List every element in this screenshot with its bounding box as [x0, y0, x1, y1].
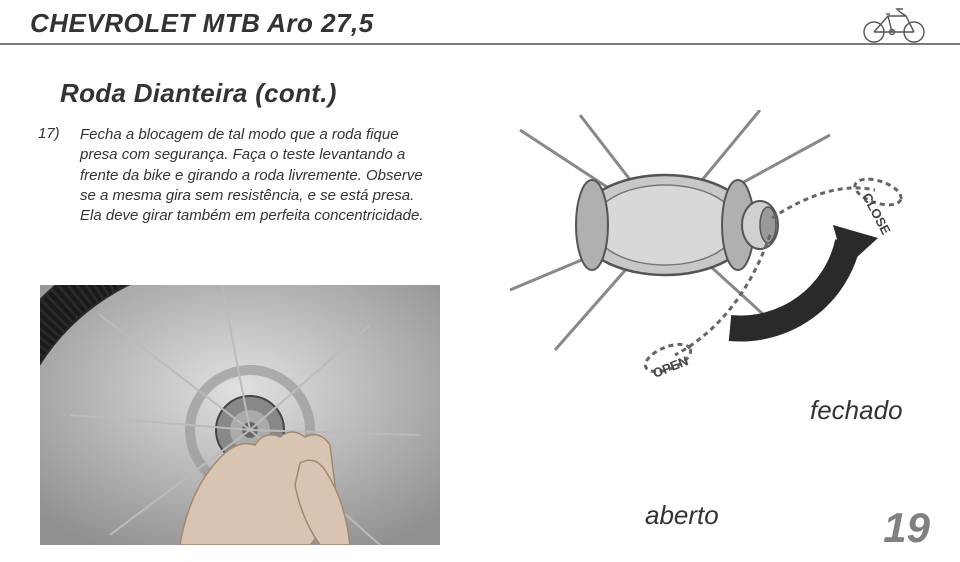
bike-icon	[860, 6, 930, 44]
label-open: aberto	[645, 500, 719, 531]
section-title: Roda Dianteira (cont.)	[60, 78, 337, 109]
open-text: OPEN	[651, 353, 691, 381]
header-divider	[0, 43, 960, 45]
step-text: Fecha a blocagem de tal modo que a roda …	[80, 125, 425, 226]
wheel-photo	[40, 285, 440, 545]
close-text: CLOSE	[859, 190, 893, 237]
label-closed: fechado	[810, 395, 903, 426]
page-number: 19	[883, 504, 930, 552]
page-title: CHEVROLET MTB Aro 27,5	[30, 8, 374, 39]
step-number: 17)	[38, 125, 60, 142]
hub-diagram: OPEN CLOSE	[500, 110, 905, 390]
